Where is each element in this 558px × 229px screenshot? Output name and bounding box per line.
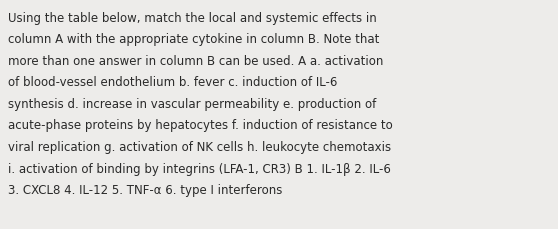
Text: Using the table below, match the local and systemic effects in: Using the table below, match the local a… [8, 12, 377, 25]
Text: synthesis d. increase in vascular permeability e. production of: synthesis d. increase in vascular permea… [8, 98, 376, 111]
Text: of blood-vessel endothelium b. fever c. induction of IL-6: of blood-vessel endothelium b. fever c. … [8, 76, 338, 89]
Text: acute-phase proteins by hepatocytes f. induction of resistance to: acute-phase proteins by hepatocytes f. i… [8, 119, 393, 132]
Text: 3. CXCL8 4. IL-12 5. TNF-α 6. type I interferons: 3. CXCL8 4. IL-12 5. TNF-α 6. type I int… [8, 183, 282, 196]
Text: column A with the appropriate cytokine in column B. Note that: column A with the appropriate cytokine i… [8, 33, 379, 46]
Text: more than one answer in column B can be used. A a. activation: more than one answer in column B can be … [8, 55, 383, 68]
Text: i. activation of binding by integrins (LFA-1, CR3) B 1. IL-1β 2. IL-6: i. activation of binding by integrins (L… [8, 162, 391, 175]
Text: viral replication g. activation of NK cells h. leukocyte chemotaxis: viral replication g. activation of NK ce… [8, 140, 391, 153]
